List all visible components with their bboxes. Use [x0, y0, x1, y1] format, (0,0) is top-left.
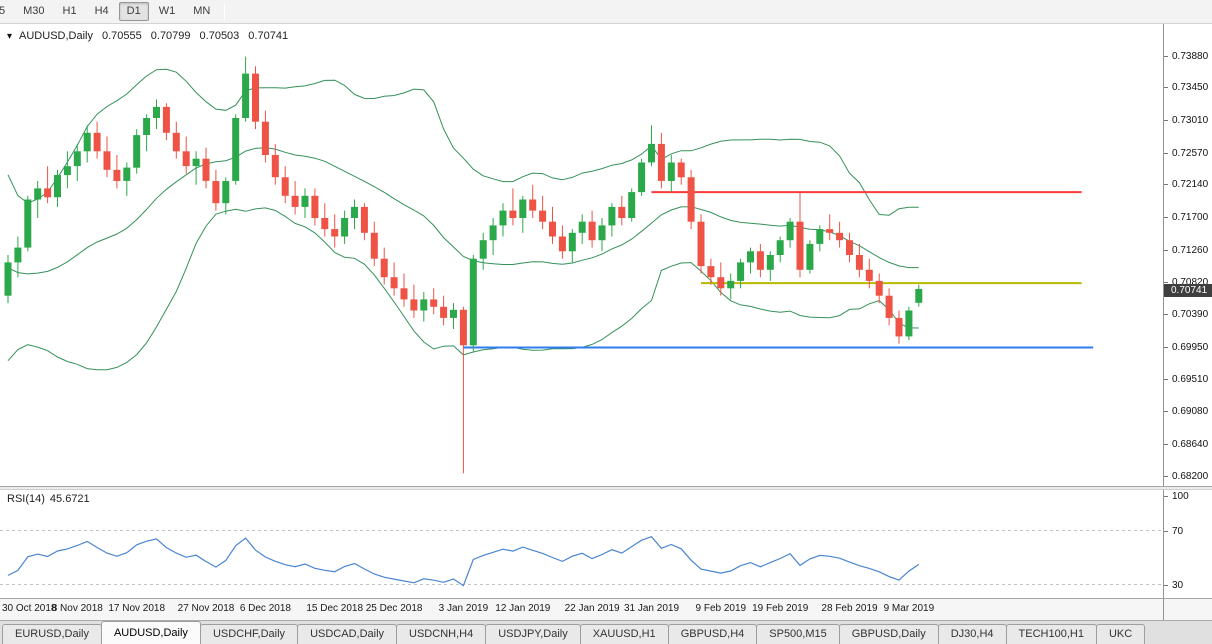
timeframe-toolbar: 5 M30 H1 H4 D1 W1 MN [0, 0, 1212, 24]
timeframe-button-h1[interactable]: H1 [62, 5, 77, 17]
rsi-line [7, 535, 920, 587]
time-axis-label: 9 Feb 2019 [695, 603, 747, 614]
rsi-indicator-panel[interactable]: RSI(14) 45.6721 [0, 490, 1163, 598]
tab-sp500-m15[interactable]: SP500,M15 [756, 624, 840, 644]
price-scale-label: 0.73450 [1164, 82, 1209, 94]
time-axis-label: 27 Nov 2018 [177, 603, 235, 614]
price-scale-label: 0.69510 [1164, 374, 1209, 386]
tab-usdchf-daily[interactable]: USDCHF,Daily [199, 624, 299, 644]
chart-title: ▾ AUDUSD,Daily 0.70555 0.70799 0.70503 0… [7, 30, 288, 42]
time-axis[interactable]: 30 Oct 2018 8 Nov 2018 17 Nov 2018 27 Nov 2… [0, 598, 1163, 620]
timeframe-button-m30[interactable]: M30 [23, 5, 45, 17]
tab-gbpusd-daily[interactable]: GBPUSD,Daily [838, 624, 939, 644]
toolbar-separator [224, 3, 226, 20]
tab-dj30-h4[interactable]: DJ30,H4 [937, 624, 1007, 644]
ohlc-low-value: 0.70503 [199, 30, 240, 42]
price-scale-label: 0.72570 [1164, 147, 1209, 159]
timeframe-button-d1[interactable]: D1 [118, 2, 149, 21]
time-axis-label: 15 Dec 2018 [306, 603, 364, 614]
timeframe-button-5[interactable]: 5 [0, 5, 6, 17]
price-scale-label: 0.69950 [1164, 341, 1209, 353]
time-axis-label: 6 Dec 2018 [239, 603, 291, 614]
ohlc-close-value: 0.70741 [248, 30, 289, 42]
one-click-trading-arrow-icon[interactable]: ▾ [7, 30, 13, 42]
price-scale-label: 0.72140 [1164, 179, 1209, 191]
price-scale-label: 0.71260 [1164, 244, 1209, 256]
price-scale-label: 0.68640 [1164, 438, 1209, 450]
ohlc-high-value: 0.70799 [150, 30, 191, 42]
price-scale-label: 0.71700 [1164, 211, 1209, 223]
time-axis-label: 3 Jan 2019 [438, 603, 489, 614]
timeframe-button-h4[interactable]: H4 [94, 5, 109, 17]
main-chart-plot[interactable]: ▾ AUDUSD,Daily 0.70555 0.70799 0.70503 0… [0, 24, 1163, 486]
tab-gbpusd-h4[interactable]: GBPUSD,H4 [667, 624, 758, 644]
time-axis-label: 17 Nov 2018 [108, 603, 166, 614]
rsi-scale-label: 100 [1164, 491, 1189, 502]
timeframe-button-w1[interactable]: W1 [158, 5, 176, 17]
current-price-badge: 0.70741 [1164, 283, 1212, 297]
rsi-scale: 100 70 30 [1163, 490, 1212, 598]
rsi-scale-label: 30 [1164, 579, 1184, 591]
time-axis-label: 12 Jan 2019 [495, 603, 551, 614]
chart-window: ▾ AUDUSD,Daily 0.70555 0.70799 0.70503 0… [0, 24, 1212, 620]
tab-ukc[interactable]: UKC [1095, 624, 1146, 644]
time-axis-label: 25 Dec 2018 [365, 603, 423, 614]
tab-xauusd-h1[interactable]: XAUUSD,H1 [579, 624, 669, 644]
price-scale-label: 0.70820 [1164, 277, 1209, 289]
price-scale[interactable]: 0.70741 0.73880 0.73450 0.73010 0.72570 0.72… [1163, 24, 1212, 486]
rsi-scale-label: 70 [1164, 525, 1184, 537]
rsi-current-value: 45.6721 [49, 493, 90, 505]
candles [4, 56, 923, 474]
price-scale-label: 0.73880 [1164, 50, 1209, 62]
tab-usdcnh-h4[interactable]: USDCNH,H4 [396, 624, 487, 644]
rsi-indicator-label: RSI(14) 45.6721 [7, 493, 90, 505]
axis-corner [1163, 598, 1212, 620]
price-scale-label: 0.73010 [1164, 114, 1209, 126]
rsi-chart-canvas [0, 530, 1163, 587]
time-axis-label: 9 Mar 2019 [883, 603, 935, 614]
time-axis-label: 28 Feb 2019 [821, 603, 878, 614]
tab-tech100-h1[interactable]: TECH100,H1 [1005, 624, 1097, 644]
candlestick-chart-canvas [4, 56, 1094, 474]
chart-symbol-label: AUDUSD,Daily [19, 30, 93, 42]
price-scale-label: 0.69080 [1164, 405, 1209, 417]
time-axis-label: 19 Feb 2019 [752, 603, 809, 614]
time-axis-label: 8 Nov 2018 [51, 603, 103, 614]
price-scale-label: 0.70390 [1164, 308, 1209, 320]
ohlc-open-value: 0.70555 [102, 30, 142, 42]
rsi-name: RSI(14) [7, 493, 45, 505]
tab-eurusd-daily[interactable]: EURUSD,Daily [2, 624, 102, 644]
tab-audusd-daily[interactable]: AUDUSD,Daily [100, 621, 201, 644]
time-axis-label: 30 Oct 2018 [2, 603, 57, 614]
time-axis-label: 22 Jan 2019 [564, 603, 620, 614]
tab-usdjpy-daily[interactable]: USDJPY,Daily [485, 624, 581, 644]
chart-tab-bar: EURUSD,Daily AUDUSD,Daily USDCHF,Daily USDC… [0, 620, 1212, 644]
timeframe-button-mn[interactable]: MN [193, 5, 211, 17]
time-axis-label: 31 Jan 2019 [623, 603, 680, 614]
panel-resize-handle[interactable] [0, 486, 1212, 490]
tab-usdcad-daily[interactable]: USDCAD,Daily [297, 624, 398, 644]
price-scale-label: 0.68200 [1164, 471, 1209, 483]
